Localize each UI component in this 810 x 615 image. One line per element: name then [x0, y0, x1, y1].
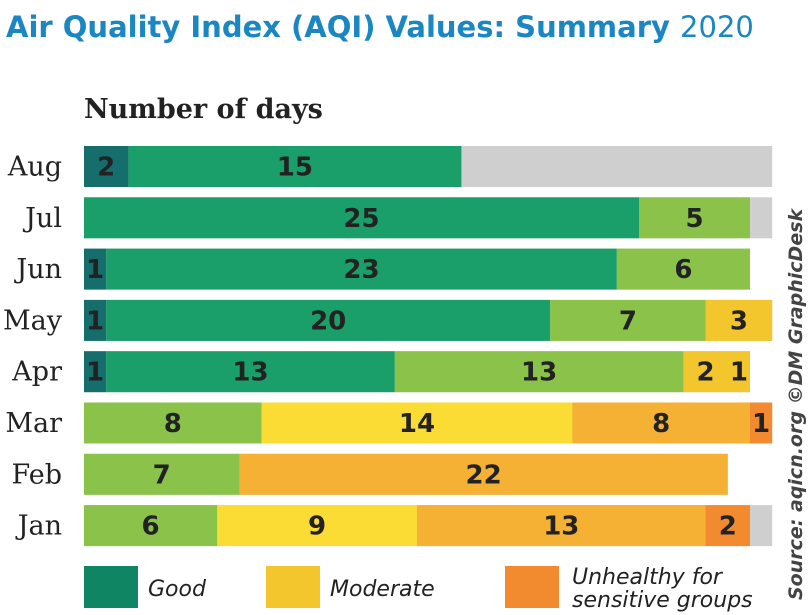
bar-segment-jun-0 — [84, 248, 107, 290]
data-label-may-3: 3 — [730, 306, 748, 336]
data-label-mar-2: 8 — [652, 409, 670, 439]
bar-segment-mar-3 — [750, 402, 773, 444]
data-label-aug-0: 2 — [97, 153, 115, 183]
data-label-mar-3: 1 — [752, 409, 770, 439]
data-label-jun-0: 1 — [86, 255, 104, 285]
chart-title: Air Quality Index (AQI) Values: Summary … — [6, 10, 754, 44]
legend-label-1: Moderate — [330, 577, 435, 602]
month-label-jan: Jan — [15, 511, 62, 542]
bar-segment-jan-2 — [417, 505, 706, 547]
data-label-jan-3: 2 — [719, 512, 737, 542]
bar-segment-jul-1 — [639, 197, 750, 239]
bar-segment-apr-1 — [106, 351, 395, 393]
data-label-apr-3: 2 — [697, 358, 715, 388]
legend-label-2-line2: sensitive groups — [572, 588, 753, 613]
data-label-jun-2: 6 — [674, 255, 692, 285]
bar-segment-jul-0 — [84, 197, 639, 239]
month-label-mar: Mar — [5, 408, 62, 439]
month-label-apr: Apr — [11, 357, 62, 388]
data-label-may-1: 20 — [310, 306, 346, 336]
legend-label-0: Good — [148, 577, 207, 602]
data-label-mar-1: 14 — [399, 409, 435, 439]
data-label-apr-4: 1 — [730, 358, 748, 388]
legend-swatch-1 — [266, 566, 320, 608]
data-label-apr-0: 1 — [86, 358, 104, 388]
axis-label: Number of days — [84, 94, 323, 125]
month-label-jun: Jun — [13, 254, 62, 285]
data-label-may-2: 7 — [619, 306, 637, 336]
data-label-mar-0: 8 — [164, 409, 182, 439]
legend-swatch-2 — [505, 566, 559, 608]
bar-segment-may-3 — [705, 299, 773, 341]
data-label-jun-1: 23 — [343, 255, 379, 285]
legend-swatch-0 — [84, 566, 138, 608]
data-label-aug-1: 15 — [277, 153, 313, 183]
bar-segment-may-0 — [84, 299, 107, 341]
bar-segment-may-1 — [106, 299, 551, 341]
bar-segment-jan-0 — [84, 505, 218, 547]
bar-segment-feb-0 — [84, 453, 240, 495]
month-label-aug: Aug — [7, 152, 62, 183]
bar-segment-feb-1 — [239, 453, 728, 495]
bar-segment-apr-3 — [683, 351, 728, 393]
bar-segment-jan-1 — [217, 505, 417, 547]
month-label-feb: Feb — [11, 459, 62, 490]
bar-segment-jun-1 — [106, 248, 617, 290]
chart-title-year: 2020 — [680, 10, 754, 44]
bar-segment-mar-0 — [84, 402, 262, 444]
bar-segment-aug-1 — [128, 146, 462, 187]
bar-segment-apr-2 — [394, 351, 684, 393]
bar-segment-jan-3 — [705, 505, 750, 547]
bar-segment-apr-4 — [727, 351, 750, 393]
bar-segment-may-2 — [550, 299, 706, 341]
bar-segment-jun-2 — [616, 248, 750, 290]
bar-segment-aug-0 — [84, 146, 129, 187]
bar-segment-apr-0 — [84, 351, 107, 393]
data-label-apr-2: 13 — [521, 358, 557, 388]
chart-title-main: Air Quality Index (AQI) Values: Summary — [6, 10, 670, 44]
data-label-feb-1: 22 — [466, 460, 502, 490]
data-label-may-0: 1 — [86, 306, 104, 336]
bar-segment-mar-2 — [572, 402, 750, 444]
bar-segment-mar-1 — [261, 402, 573, 444]
data-label-jan-2: 13 — [543, 512, 579, 542]
month-label-jul: Jul — [22, 203, 62, 234]
data-label-jan-0: 6 — [142, 512, 160, 542]
data-label-jul-0: 25 — [343, 204, 379, 234]
legend-label-2-line1: Unhealthy for — [572, 565, 724, 590]
month-label-may: May — [3, 305, 63, 336]
data-label-apr-1: 13 — [232, 358, 268, 388]
data-label-feb-0: 7 — [153, 460, 171, 490]
data-label-jan-1: 9 — [308, 512, 326, 542]
data-label-jul-1: 5 — [685, 204, 703, 234]
